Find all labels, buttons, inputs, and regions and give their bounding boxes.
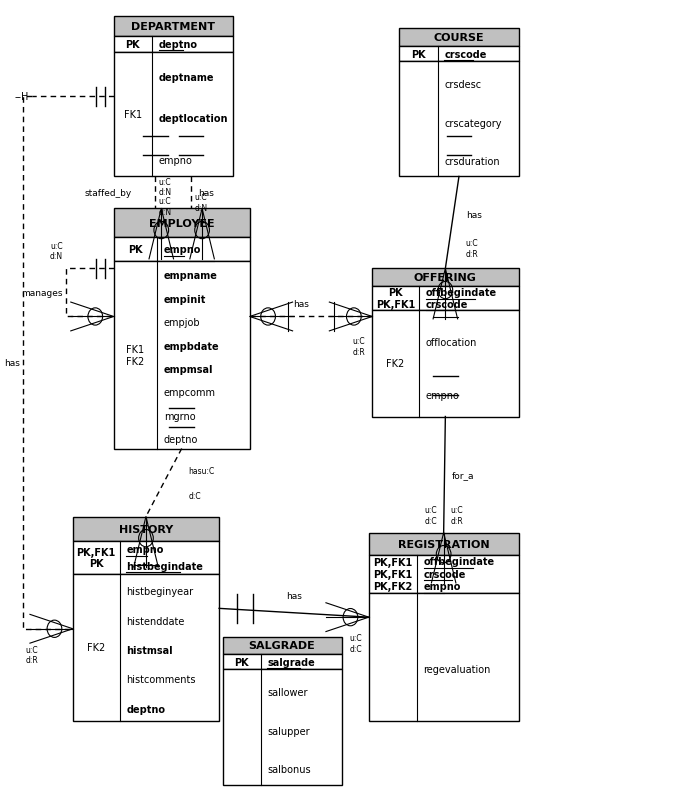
Text: empno: empno [126,545,164,554]
Text: salbonus: salbonus [268,764,311,774]
Text: offlocation: offlocation [426,338,477,347]
Text: offbegindate: offbegindate [426,288,497,298]
Text: empinit: empinit [164,294,206,304]
Text: u:C
d:R: u:C d:R [451,505,463,525]
Text: hasu:C: hasu:C [188,466,215,475]
Text: REGISTRATION: REGISTRATION [398,539,489,549]
FancyBboxPatch shape [400,47,518,62]
Text: empno: empno [164,245,201,255]
FancyBboxPatch shape [400,30,518,47]
Text: deptname: deptname [159,72,214,83]
Text: COURSE: COURSE [433,33,484,43]
Text: u:C
d:N: u:C d:N [50,241,63,261]
Text: OFFERING: OFFERING [414,273,477,283]
Text: staffed_by: staffed_by [84,188,132,198]
Text: PK: PK [128,245,143,255]
Text: d:C: d:C [188,491,201,500]
Text: crscode: crscode [424,569,466,579]
Text: u:C
d:R: u:C d:R [353,337,366,356]
Text: HISTORY: HISTORY [119,525,173,534]
Text: empno: empno [159,156,193,165]
Text: salupper: salupper [268,726,310,735]
Text: PK,FK1
PK: PK,FK1 PK [77,547,116,569]
Text: offbegindate: offbegindate [424,557,495,567]
FancyBboxPatch shape [114,53,233,177]
Text: deptlocation: deptlocation [159,114,228,124]
Text: PK: PK [411,50,426,59]
FancyBboxPatch shape [73,574,219,721]
Text: u:C
d:N: u:C d:N [159,178,172,197]
Text: u:C
d:R: u:C d:R [466,239,479,258]
Text: histenddate: histenddate [126,616,185,626]
Text: empmsal: empmsal [164,364,213,375]
Text: u:C
d:C: u:C d:C [424,505,437,525]
Text: PK: PK [126,39,140,50]
Text: crscategory: crscategory [444,119,502,128]
FancyBboxPatch shape [372,269,518,287]
FancyBboxPatch shape [372,287,518,310]
FancyBboxPatch shape [369,556,518,593]
Text: FK2: FK2 [87,642,106,652]
FancyBboxPatch shape [369,593,518,721]
Text: has: has [4,358,20,367]
FancyBboxPatch shape [114,238,250,262]
FancyBboxPatch shape [73,541,219,574]
Text: histmsal: histmsal [126,646,173,655]
Text: DEPARTMENT: DEPARTMENT [131,22,215,32]
Text: histbegindate: histbegindate [126,561,204,571]
FancyBboxPatch shape [73,516,219,541]
Text: mgrno: mgrno [164,411,196,421]
Text: has: has [293,300,308,309]
Text: PK: PK [234,657,249,667]
Text: crscode: crscode [426,300,469,310]
FancyBboxPatch shape [114,262,250,449]
Text: empcomm: empcomm [164,388,216,398]
Text: PK,FK1
PK,FK1
PK,FK2: PK,FK1 PK,FK1 PK,FK2 [373,557,413,591]
FancyBboxPatch shape [372,310,518,417]
Text: histbeginyear: histbeginyear [126,586,194,597]
FancyBboxPatch shape [222,637,342,654]
Text: empno: empno [426,391,460,401]
Text: u:C
d:R: u:C d:R [25,645,38,664]
Text: FK1
FK2: FK1 FK2 [126,345,144,367]
Text: deptno: deptno [164,435,198,444]
Text: crsduration: crsduration [444,157,500,167]
Text: salgrade: salgrade [268,657,315,667]
Text: empbdate: empbdate [164,341,219,351]
Text: u:C
d:C: u:C d:C [349,634,362,653]
FancyBboxPatch shape [222,654,342,670]
Text: histcomments: histcomments [126,674,196,685]
FancyBboxPatch shape [114,209,250,238]
FancyBboxPatch shape [369,533,518,556]
Text: empno: empno [424,581,461,592]
Text: has: has [198,188,214,198]
Text: manages: manages [21,289,63,298]
Text: has: has [286,592,302,601]
Text: crscode: crscode [444,50,486,59]
Text: empjob: empjob [164,318,201,328]
Text: u:C
d:N: u:C d:N [195,193,208,213]
FancyBboxPatch shape [114,37,233,53]
Text: sallower: sallower [268,687,308,698]
Text: crsdesc: crsdesc [444,80,482,90]
FancyBboxPatch shape [222,670,342,784]
Text: regevaluation: regevaluation [424,665,491,674]
Text: EMPLOYEE: EMPLOYEE [149,219,215,229]
Text: FK1: FK1 [124,110,141,119]
Text: has: has [466,211,482,220]
Text: deptno: deptno [126,704,166,714]
Text: u:C
d:N: u:C d:N [159,197,172,217]
Text: SALGRADE: SALGRADE [248,641,315,650]
Text: empname: empname [164,271,218,281]
Text: deptno: deptno [159,39,197,50]
FancyBboxPatch shape [400,62,518,177]
Text: FK2: FK2 [386,358,405,369]
Text: PK
PK,FK1: PK PK,FK1 [376,288,415,310]
Text: for_a: for_a [452,471,475,480]
FancyBboxPatch shape [114,18,233,37]
Text: --H: --H [14,92,28,103]
